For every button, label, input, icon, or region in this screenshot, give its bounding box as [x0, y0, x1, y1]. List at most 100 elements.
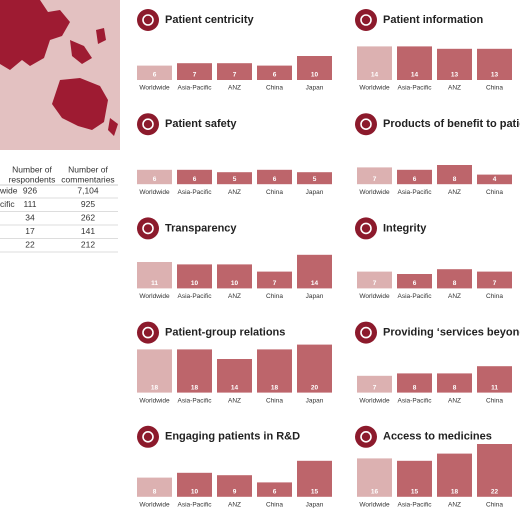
value-label: 11: [491, 384, 498, 391]
bar: [357, 375, 392, 393]
bar: [257, 271, 292, 289]
bar: [477, 48, 512, 80]
category-label: ANZ: [448, 293, 461, 300]
chart-title: Patient-group relations: [165, 327, 285, 339]
category-label: Asia-Pacific: [178, 189, 213, 196]
category-label: ANZ: [228, 293, 241, 300]
chart-title: Patient centricity: [165, 14, 255, 26]
category-label: Worldwide: [359, 502, 390, 509]
chart-panel: Transparency 11 Worldwide 10 Asia-Pacific 10 A…: [137, 217, 332, 300]
chart-panel: Access to medicines 16 Worldwide 15 Asia-Pac…: [355, 425, 512, 509]
chart-title: Integrity: [383, 222, 427, 234]
icon: [355, 113, 377, 136]
bar: [217, 264, 252, 289]
value-label: 6: [273, 489, 277, 496]
row-label: cific: [0, 199, 15, 209]
category-label: Worldwide: [139, 85, 170, 92]
bar: [477, 366, 512, 393]
category-label: Asia-Pacific: [398, 293, 433, 300]
category-label: Asia-Pacific: [178, 502, 213, 509]
bar: [437, 165, 472, 185]
icon: [137, 217, 159, 240]
chart-title: Engaging patients in R&D: [165, 431, 300, 443]
bar: [357, 46, 392, 80]
value-label: 7: [273, 280, 277, 287]
value-label: 10: [191, 280, 199, 287]
value-label: 11: [151, 280, 158, 287]
icon: [355, 9, 377, 31]
value-label: 8: [453, 384, 457, 391]
bar: [397, 46, 432, 80]
value-label: 8: [453, 176, 457, 183]
chart-panel: Providing ‘services beyond t 7 Worldwide 8 A…: [355, 321, 520, 404]
bar: [297, 56, 332, 80]
category-label: Worldwide: [359, 397, 390, 404]
value-label: 18: [451, 489, 459, 496]
icon-glyph: [142, 430, 154, 443]
bar: [297, 172, 332, 185]
value-label: 15: [411, 489, 419, 496]
respondents: 17: [25, 226, 35, 236]
category-label: China: [486, 502, 503, 509]
category-label: ANZ: [228, 397, 241, 404]
table-header: commentaries: [61, 174, 114, 184]
chart-title: Patient safety: [165, 118, 237, 130]
value-label: 13: [451, 72, 459, 79]
icon-glyph: [360, 430, 372, 443]
bar: [217, 172, 252, 185]
category-label: Worldwide: [359, 293, 390, 300]
bar: [177, 349, 212, 393]
category-label: Asia-Pacific: [178, 397, 213, 404]
category-label: Asia-Pacific: [398, 189, 433, 196]
category-label: Japan: [306, 502, 324, 509]
bar: [477, 174, 512, 185]
bar: [257, 349, 292, 393]
category-label: ANZ: [228, 85, 241, 92]
bar: [137, 477, 172, 497]
respondents: 34: [25, 212, 35, 222]
value-label: 5: [313, 176, 317, 183]
value-label: 9: [233, 489, 237, 496]
chart-panel: Engaging patients in R&D 8 Worldwide 10 Asia…: [137, 425, 332, 509]
chart-title: Patient information: [383, 14, 484, 26]
icon-glyph: [142, 118, 154, 130]
table-header: respondents: [9, 174, 56, 184]
table-header: Number of: [68, 164, 108, 174]
icon: [137, 425, 159, 448]
category-label: Asia-Pacific: [398, 85, 433, 92]
category-label: Worldwide: [139, 397, 170, 404]
bar: [257, 169, 292, 185]
category-label: Worldwide: [139, 189, 170, 196]
bar: [397, 460, 432, 497]
bar: [177, 472, 212, 497]
value-label: 10: [311, 72, 319, 79]
bar: [397, 274, 432, 289]
icon: [137, 9, 159, 31]
value-label: 6: [273, 72, 277, 79]
category-label: Worldwide: [359, 85, 390, 92]
chart-title: Providing ‘services beyond t: [383, 327, 520, 339]
bar: [477, 271, 512, 289]
category-label: China: [486, 397, 503, 404]
chart-title: Products of benefit to patie: [383, 118, 520, 130]
value-label: 6: [193, 176, 197, 183]
chart-panel: Products of benefit to patie 7 Worldwide 6 A…: [355, 113, 520, 196]
icon-glyph: [360, 326, 372, 339]
value-label: 6: [273, 176, 277, 183]
value-label: 7: [373, 176, 377, 183]
value-label: 7: [373, 384, 377, 391]
bar: [297, 460, 332, 497]
value-label: 5: [233, 176, 237, 183]
icon-glyph: [360, 118, 372, 130]
bar: [397, 169, 432, 185]
icon: [137, 321, 159, 344]
value-label: 15: [311, 489, 319, 496]
bar: [437, 48, 472, 80]
chart-title: Access to medicines: [383, 431, 492, 443]
category-label: Worldwide: [359, 189, 390, 196]
value-label: 13: [491, 72, 499, 79]
category-label: Worldwide: [139, 502, 170, 509]
category-label: Worldwide: [139, 293, 170, 300]
bar: [137, 262, 172, 289]
value-label: 7: [233, 72, 237, 79]
